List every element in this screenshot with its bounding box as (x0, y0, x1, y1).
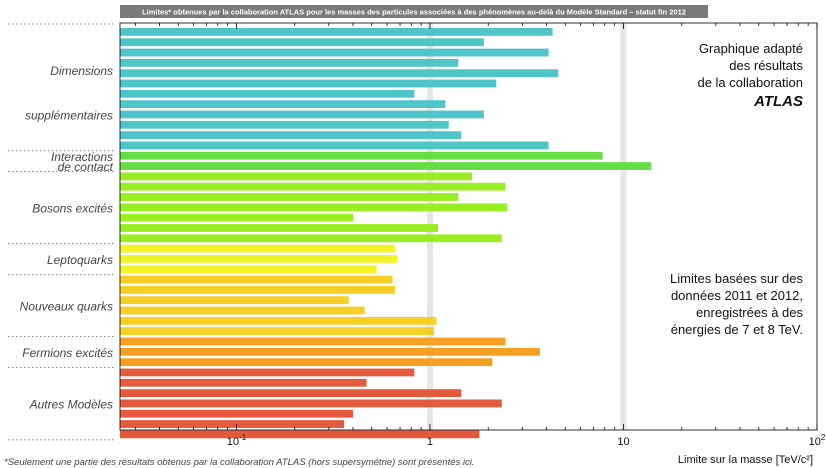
note-line: de la collaboration (697, 75, 803, 90)
plot-frame (119, 22, 818, 431)
bar (120, 120, 449, 129)
bar (120, 89, 415, 98)
group-label: Interactions (51, 150, 113, 164)
bar (120, 110, 484, 119)
bar (120, 420, 345, 428)
bar (120, 151, 603, 160)
x-axis-label: Limite sur la masse [TeV/c²] (678, 454, 813, 466)
bar (120, 337, 506, 346)
note-top-right: Graphique adapté des résultats de la col… (697, 41, 803, 110)
bar (120, 182, 506, 191)
title-bar (120, 5, 708, 18)
bar (120, 79, 497, 88)
bar (120, 131, 462, 139)
note-line: Graphique adapté (699, 41, 803, 56)
bar (120, 368, 415, 377)
tick-label: 1 (427, 436, 433, 448)
bar (120, 172, 473, 181)
bar (120, 275, 393, 284)
bar (120, 48, 549, 57)
bar (120, 316, 437, 325)
bar (120, 347, 540, 356)
bar (120, 265, 377, 274)
bar (120, 389, 462, 397)
bar (120, 38, 484, 47)
bars-layer (120, 28, 652, 439)
tick-label: 102 (809, 433, 826, 448)
chart-title: Limites* obtenues par la collaboration A… (142, 8, 686, 17)
bar (120, 234, 502, 243)
bar (120, 306, 365, 315)
note-line: Limites basées sur des (670, 271, 803, 286)
bar (120, 409, 353, 418)
bar (120, 203, 507, 212)
tick-label: 10-1 (227, 433, 247, 448)
bar (120, 28, 553, 36)
note-line: enregistrées à des (696, 305, 803, 320)
note-line: données 2011 et 2012, (671, 288, 803, 303)
group-label: supplémentaires (25, 109, 113, 123)
bar (120, 58, 459, 67)
note-line: énergies de 7 et 8 TeV. (671, 322, 803, 337)
bar (120, 141, 549, 150)
bar (120, 399, 502, 408)
bar (120, 100, 446, 109)
bar (120, 255, 398, 263)
note-line: des résultats (729, 58, 803, 73)
bar (120, 224, 439, 232)
group-label: Leptoquarks (47, 253, 113, 267)
reference-line (620, 23, 627, 430)
tick-label: 10 (617, 436, 629, 448)
bar (120, 244, 396, 253)
bar (120, 358, 493, 367)
group-label: Bosons excités (32, 202, 113, 216)
group-label: Fermions excités (22, 346, 113, 360)
bar (120, 296, 349, 305)
group-labels: Dimensions supplémentaires Interactionsde … (20, 64, 114, 412)
bar (120, 286, 396, 294)
bar (120, 378, 367, 387)
group-separators (8, 23, 116, 441)
group-label: Nouveaux quarks (20, 300, 113, 314)
group-label: Autres Modèles (29, 398, 113, 412)
bar (120, 69, 559, 78)
group-label: Dimensions (50, 64, 113, 78)
note-atlas: ATLAS (753, 93, 803, 110)
bar (120, 327, 435, 336)
footnote: *Seulement une partie des résultats obte… (4, 457, 475, 468)
bar (120, 213, 353, 222)
bar (120, 162, 652, 170)
note-middle-right: Limites basées sur des données 2011 et 2… (670, 271, 803, 337)
bar (120, 430, 480, 439)
group-label: de contact (58, 160, 114, 174)
bar (120, 193, 459, 201)
